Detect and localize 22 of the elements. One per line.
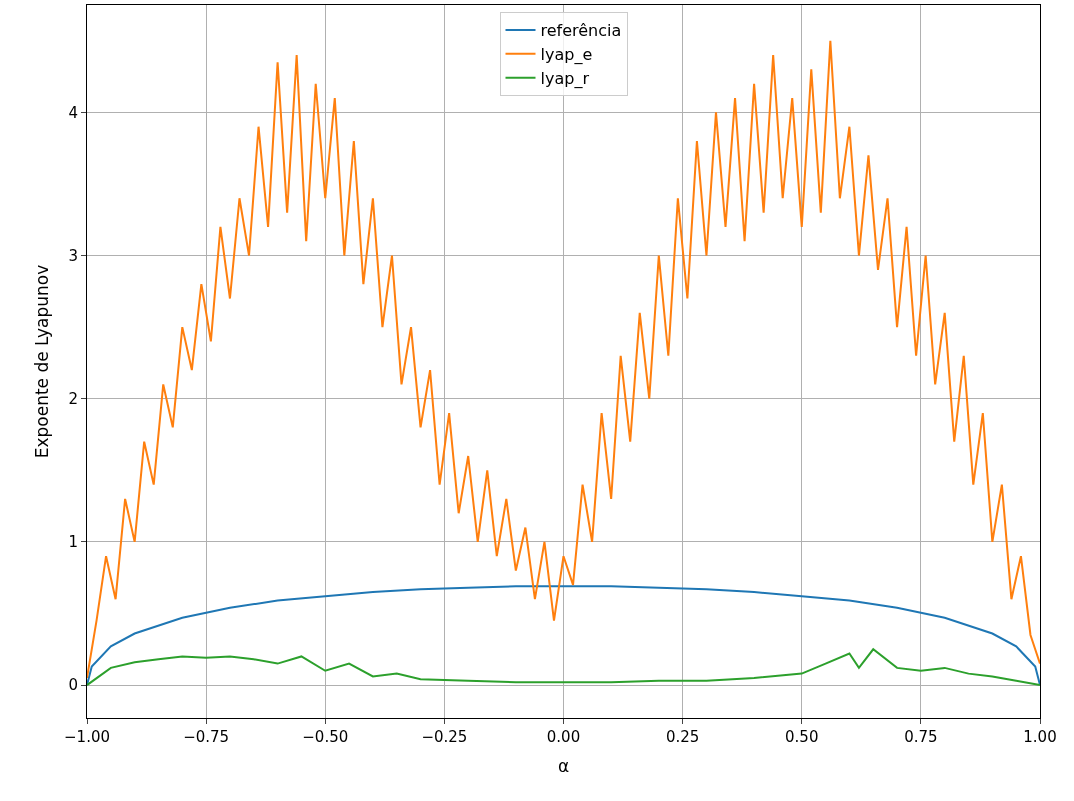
legend-label: referência [540, 21, 622, 41]
line-series [87, 39, 1040, 679]
x-tick-label: −1.00 [64, 728, 110, 746]
y-tick-label: 1 [68, 533, 78, 552]
x-tick-label: 0.25 [665, 728, 700, 746]
x-tick-label: 1.00 [1023, 728, 1057, 746]
y-axis-title: Expoente de Lyapunov [32, 264, 52, 459]
x-axis-title: α [557, 756, 570, 777]
line-series [87, 585, 1040, 687]
x-tick-label: 0.00 [546, 728, 581, 746]
y-tick-label: 3 [68, 246, 78, 265]
x-tick-label: −0.50 [302, 728, 349, 746]
y-tick-label: 4 [68, 103, 78, 122]
x-tick-label: −0.75 [183, 728, 230, 746]
x-tick-label: 0.50 [785, 728, 819, 746]
legend-label: lyap_e [540, 45, 593, 66]
x-tick-label: −0.25 [421, 728, 468, 746]
y-tick-label: 2 [68, 389, 78, 408]
x-tick-label: 0.75 [904, 728, 938, 746]
legend-label: lyap_r [540, 68, 590, 89]
line-series [87, 648, 1040, 687]
y-tick-label: 0 [68, 676, 78, 695]
